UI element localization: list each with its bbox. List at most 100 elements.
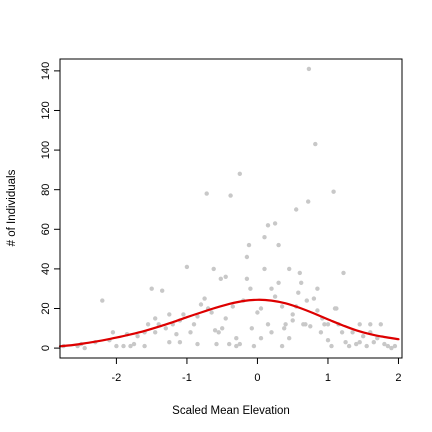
data-point [371, 340, 376, 345]
data-point [258, 336, 264, 341]
data-point [202, 296, 207, 301]
data-point [195, 341, 200, 347]
data-point [212, 328, 218, 333]
data-point [214, 341, 219, 347]
data-point [296, 290, 301, 295]
data-point [234, 343, 239, 349]
data-point [282, 326, 287, 331]
data-point [311, 296, 317, 301]
data-point [227, 341, 232, 347]
data-point [251, 343, 257, 349]
data-point [318, 330, 324, 335]
data-point [313, 141, 318, 147]
data-point [350, 330, 355, 335]
data-point [244, 254, 250, 260]
data-point [262, 266, 267, 272]
x-axis: -2 -1 0 1 2 [112, 357, 402, 384]
data-point [110, 330, 116, 335]
data-point [299, 280, 304, 285]
data-point [177, 340, 183, 345]
x-tick-label: 2 [395, 372, 401, 384]
data-point [209, 310, 214, 315]
y-tick-label: 140 [40, 62, 52, 80]
y-tick-label: 60 [40, 223, 52, 235]
data-point [237, 171, 242, 176]
data-point [265, 322, 271, 327]
data-point [283, 322, 288, 327]
data-point [364, 343, 369, 349]
data-point [354, 341, 359, 347]
data-point [204, 191, 209, 196]
y-tick-label: 0 [40, 345, 52, 351]
data-point [234, 336, 239, 341]
data-point [121, 343, 126, 349]
data-point [392, 343, 398, 349]
data-point [306, 66, 312, 72]
data-point [290, 318, 295, 323]
y-tick-label: 80 [40, 184, 52, 196]
data-point [163, 326, 168, 331]
data-points [61, 66, 398, 351]
data-point [114, 343, 119, 349]
data-point [343, 340, 348, 345]
data-point [357, 322, 362, 327]
data-point [248, 286, 253, 291]
data-point [230, 304, 235, 309]
data-point [228, 193, 233, 198]
data-point [287, 266, 292, 272]
y-tick-label: 120 [40, 101, 52, 119]
data-point [191, 322, 197, 327]
data-point [135, 334, 140, 339]
fitted-curve [58, 298, 400, 348]
y-axis-label: # of Individuals [6, 169, 18, 246]
data-point [246, 242, 252, 248]
y-tick-label: 40 [40, 263, 52, 275]
data-point [361, 334, 366, 339]
data-point [145, 322, 151, 327]
data-point [297, 270, 302, 276]
data-point [389, 345, 394, 351]
data-point [195, 314, 200, 319]
data-point [368, 322, 373, 327]
data-point [303, 322, 308, 327]
data-point [315, 286, 320, 291]
data-point [216, 330, 221, 335]
data-point [287, 336, 292, 341]
data-point [304, 298, 309, 303]
data-point [198, 302, 204, 307]
data-point [82, 345, 87, 351]
data-point [315, 308, 320, 313]
data-point [357, 340, 362, 345]
data-point [258, 306, 264, 311]
data-point [322, 322, 327, 327]
data-point [128, 343, 133, 349]
data-point [329, 343, 334, 349]
x-tick-label: -2 [112, 372, 122, 384]
data-point [276, 242, 281, 248]
data-point [188, 330, 193, 335]
data-point [184, 264, 190, 270]
data-point [375, 336, 380, 341]
data-point [237, 341, 242, 347]
x-axis-label: Scaled Mean Elevation [172, 405, 290, 417]
data-point [334, 306, 339, 311]
y-axis: 0 20 40 60 80 100 120 140 [40, 62, 61, 351]
data-point [223, 274, 228, 279]
data-point [294, 207, 299, 212]
data-point [341, 270, 346, 276]
data-point [153, 316, 158, 321]
data-point [325, 322, 331, 327]
data-point [181, 312, 186, 317]
data-point [385, 343, 391, 349]
data-point [174, 332, 179, 337]
data-point [346, 343, 352, 349]
y-tick-label: 100 [40, 141, 52, 159]
data-point [306, 199, 311, 204]
y-tick-label: 20 [40, 302, 52, 314]
data-point [290, 312, 295, 317]
data-point [308, 324, 313, 329]
data-point [249, 326, 254, 331]
data-point [269, 330, 274, 335]
